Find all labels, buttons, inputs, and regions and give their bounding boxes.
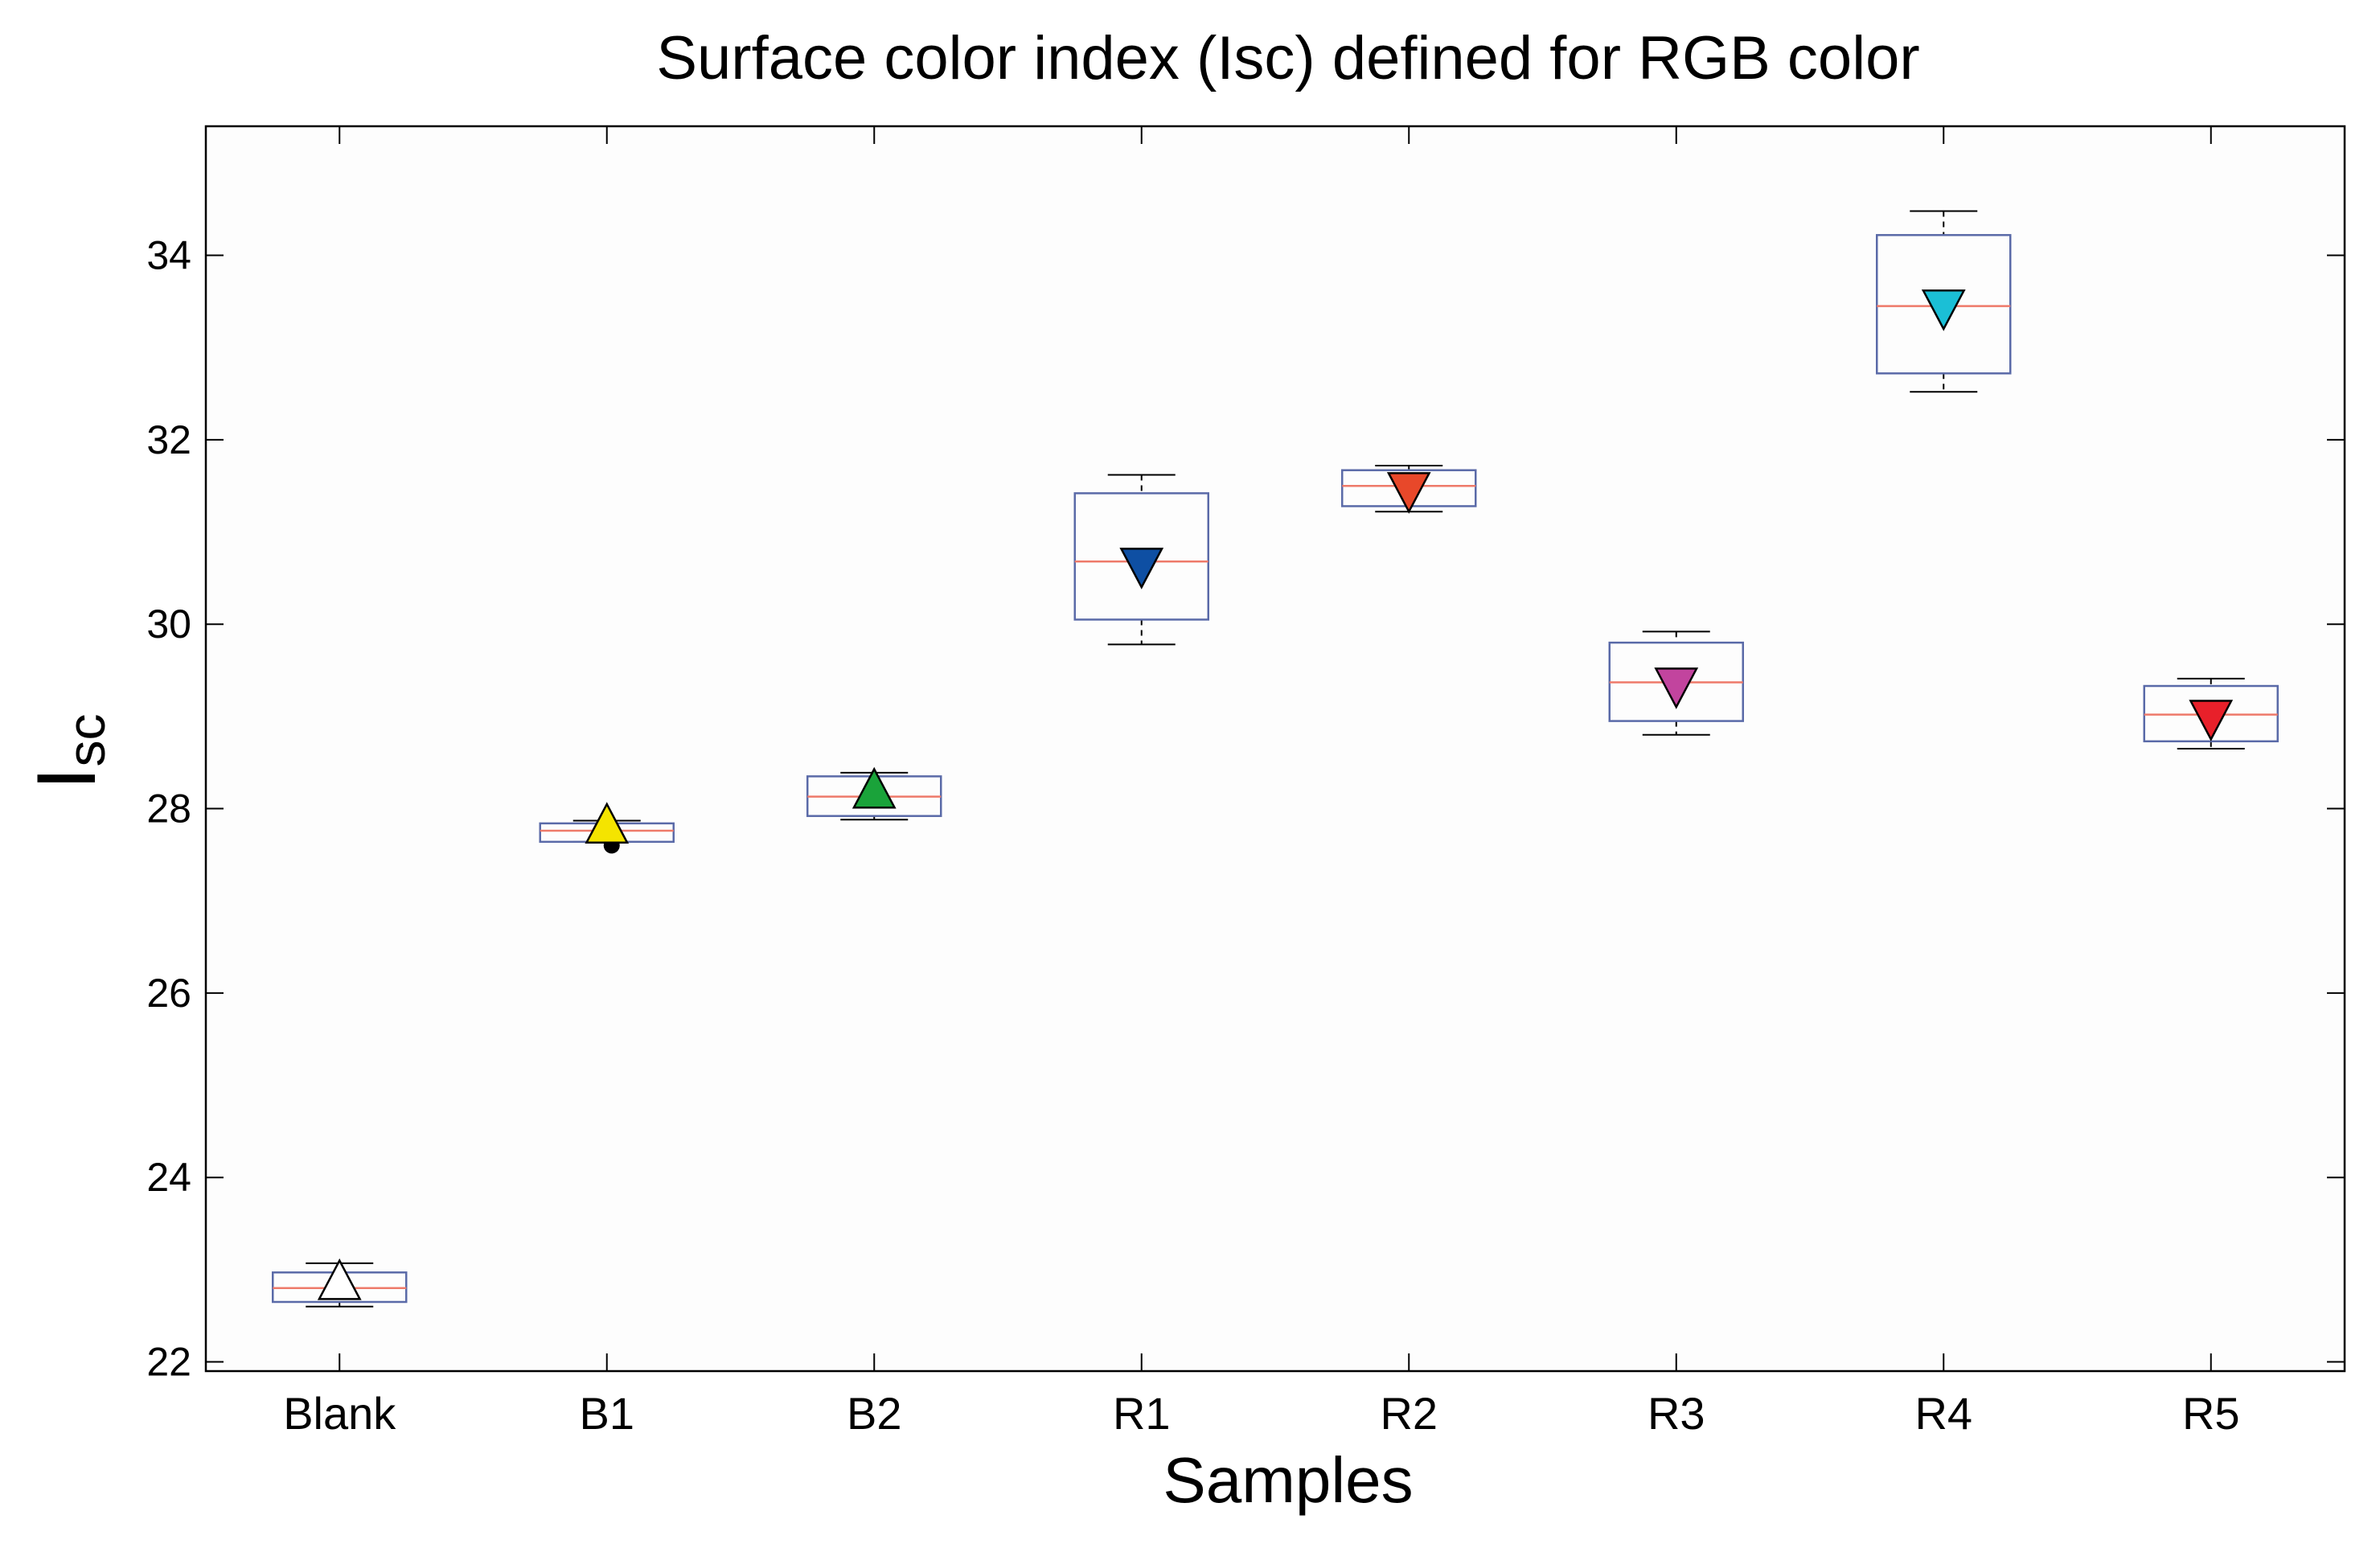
y-tick-label: 22 xyxy=(146,1340,191,1385)
box-series xyxy=(272,210,2279,1308)
y-tick-label: 34 xyxy=(146,233,191,278)
y-tick-label: 32 xyxy=(146,417,191,462)
box-iqr xyxy=(1876,234,2012,375)
box-r4 xyxy=(1876,210,2012,393)
box-r5 xyxy=(2143,677,2279,749)
box-blank xyxy=(272,1258,408,1308)
y-tick-label: 28 xyxy=(146,786,191,832)
chart-title: Surface color index (Isc) defined for RG… xyxy=(656,24,1919,92)
x-tick-label: R5 xyxy=(2182,1388,2240,1439)
x-axis-label: Samples xyxy=(1163,1444,1413,1516)
y-axis-label-subscript: sc xyxy=(56,714,116,767)
y-axis-label: Isc xyxy=(20,714,116,790)
plot-frame xyxy=(204,125,2346,1373)
y-tick-label: 30 xyxy=(146,602,191,647)
y-axis-label-main: I xyxy=(20,767,113,790)
mean-marker xyxy=(585,802,630,844)
box-iqr xyxy=(1073,492,1209,621)
mean-marker xyxy=(1119,548,1164,589)
y-tick-label: 26 xyxy=(146,971,191,1016)
mean-marker xyxy=(2189,700,2234,742)
x-tick-label: R2 xyxy=(1380,1388,1438,1439)
mean-marker xyxy=(317,1258,362,1300)
box-r3 xyxy=(1608,630,1744,736)
box-r1 xyxy=(1073,474,1209,646)
x-tick-label: R4 xyxy=(1914,1388,1972,1439)
mean-marker xyxy=(1921,290,1966,331)
box-b2 xyxy=(806,766,942,821)
svg-text:Isc: Isc xyxy=(20,714,116,790)
box-r2 xyxy=(1341,464,1477,514)
x-tick-label: B2 xyxy=(847,1388,902,1439)
x-tick-label: R3 xyxy=(1648,1388,1705,1439)
y-axis: 22 24 26 28 30 32 34 xyxy=(146,233,2345,1385)
x-tick-label: B1 xyxy=(580,1388,635,1439)
x-tick-label: Blank xyxy=(283,1388,396,1439)
mean-marker xyxy=(851,766,897,809)
plot-area xyxy=(206,126,2345,1371)
mean-marker xyxy=(1386,472,1431,514)
y-tick-label: 24 xyxy=(146,1155,191,1200)
x-axis: Blank B1 B2 R1 R2 R3 R4 R5 xyxy=(283,126,2240,1439)
mean-marker xyxy=(1654,667,1699,709)
x-tick-label: R1 xyxy=(1113,1388,1171,1439)
box-b1 xyxy=(539,802,675,854)
